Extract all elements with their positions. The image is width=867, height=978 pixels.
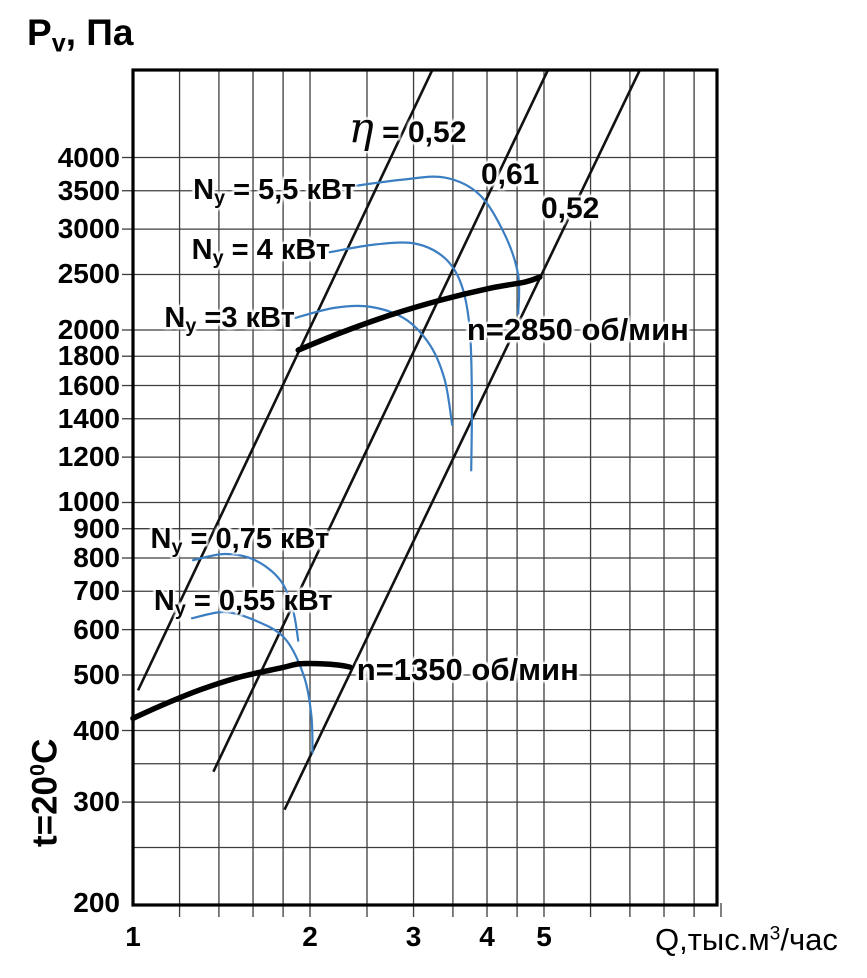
label-eta-061: 0,61: [481, 158, 539, 192]
temperature-note-text: t=20: [25, 775, 65, 847]
x-tick-label-3: 3: [405, 921, 422, 952]
label-power-5p5: Ny = 5,5 кВт: [193, 174, 356, 210]
label-eta-052-right: 0,52: [541, 192, 599, 226]
fan-curves: [130, 274, 543, 722]
label-eta-052-left-part: = 0,52: [373, 115, 467, 149]
x-tick-label-2: 2: [302, 921, 318, 952]
label-power-5p5-part: y: [214, 187, 226, 210]
power-curve-power-3: [294, 304, 454, 426]
y-tick-label-1200: 1200: [57, 441, 120, 473]
label-power-5p5-part: N: [193, 174, 215, 207]
x-tick-label-5: 5: [536, 921, 552, 952]
temperature-note-unit: C: [25, 738, 65, 764]
plot-border: [131, 68, 719, 907]
label-power-0p55-part: = 0,55 кВт: [185, 584, 333, 617]
label-power-4-part: y: [212, 246, 224, 269]
label-power-0p75-part: = 0,75 кВт: [182, 522, 330, 555]
efficiency-lines: [136, 69, 642, 811]
label-power-3-part: N: [164, 302, 186, 335]
y-tick-label-400: 400: [73, 714, 120, 746]
y-tick-label-200: 200: [73, 887, 120, 918]
y-tick-label-1800: 1800: [57, 340, 120, 372]
y-tick-label-1000: 1000: [57, 486, 120, 518]
label-eta-061-part: 0,61: [480, 157, 540, 191]
power-curve-power-5p5: [343, 175, 521, 315]
power-curve-power-0p55: [190, 610, 314, 754]
x-tick-label-1: 1: [125, 921, 141, 952]
label-power-4: Ny = 4 кВт: [192, 234, 330, 270]
y-tick-label-1400: 1400: [57, 402, 120, 434]
power-curve-power-0p75: [191, 552, 300, 642]
temperature-note-degree: 0: [24, 763, 50, 776]
y-tick-label-300: 300: [73, 786, 120, 818]
x-tick-label-4: 4: [479, 921, 495, 952]
label-fan-1350-part: n=1350 об/мин: [356, 652, 579, 688]
efficiency-line-eta-052-left: [136, 69, 434, 691]
x-axis-title-superscript: 3: [769, 923, 781, 945]
y-tick-label-800: 800: [73, 542, 120, 574]
y-axis-title-units: , Па: [65, 12, 134, 53]
power-curves: [190, 175, 521, 754]
label-eta-052-left: η = 0,52: [349, 106, 467, 150]
y-axis-title-subscript: v: [51, 29, 66, 58]
label-power-0p75-part: N: [150, 522, 172, 555]
label-fan-2850: n=2850 об/мин: [467, 312, 689, 348]
label-fan-1350: n=1350 об/мин: [357, 652, 579, 688]
label-power-3-part: y: [185, 315, 197, 338]
label-power-0p55-part: N: [153, 584, 175, 617]
efficiency-line-eta-052-right: [283, 69, 642, 811]
y-tick-label-600: 600: [73, 613, 120, 645]
y-axis-title-symbol: P: [27, 12, 52, 53]
x-axis-title: Q,тыс.м3/час: [655, 922, 838, 958]
x-axis-title-symbol: Q,тыс.м: [655, 922, 770, 957]
fan-curve-fan-2850: [295, 274, 543, 353]
y-tick-label-2500: 2500: [57, 258, 120, 290]
y-axis-title: Pv, Па: [27, 12, 133, 58]
y-tick-label-3000: 3000: [57, 213, 120, 245]
label-eta-052-right-part: 0,52: [540, 192, 600, 226]
label-power-4-part: N: [191, 233, 213, 266]
label-power-0p75-part: y: [171, 535, 183, 558]
x-axis-title-units: /час: [780, 922, 838, 957]
y-tick-label-2000: 2000: [57, 314, 120, 345]
y-tick-label-3500: 3500: [57, 174, 120, 206]
label-power-0p55-part: y: [174, 597, 186, 620]
fan-curve-fan-1350: [130, 660, 353, 722]
grid: [122, 70, 722, 917]
label-power-0p55: Ny = 0,55 кВт: [154, 585, 333, 621]
y-tick-label-4000: 4000: [57, 141, 120, 173]
label-power-3: Ny =3 кВт: [164, 302, 294, 338]
y-tick-label-500: 500: [73, 658, 120, 690]
label-eta-052-left-part: η: [348, 102, 374, 152]
y-tick-label-700: 700: [73, 575, 120, 607]
power-curve-power-4: [328, 241, 474, 472]
efficiency-line-eta-061: [212, 69, 550, 773]
label-fan-2850-part: n=2850 об/мин: [466, 312, 689, 347]
y-tick-label-1600: 1600: [57, 369, 120, 401]
label-power-0p75: Ny = 0,75 кВт: [151, 523, 330, 559]
label-power-3-part: =3 кВт: [196, 302, 295, 335]
label-power-4-part: = 4 кВт: [223, 233, 331, 266]
y-tick-label-900: 900: [73, 512, 120, 544]
label-power-5p5-part: = 5,5 кВт: [225, 174, 356, 207]
temperature-note: t=200C: [25, 739, 66, 847]
